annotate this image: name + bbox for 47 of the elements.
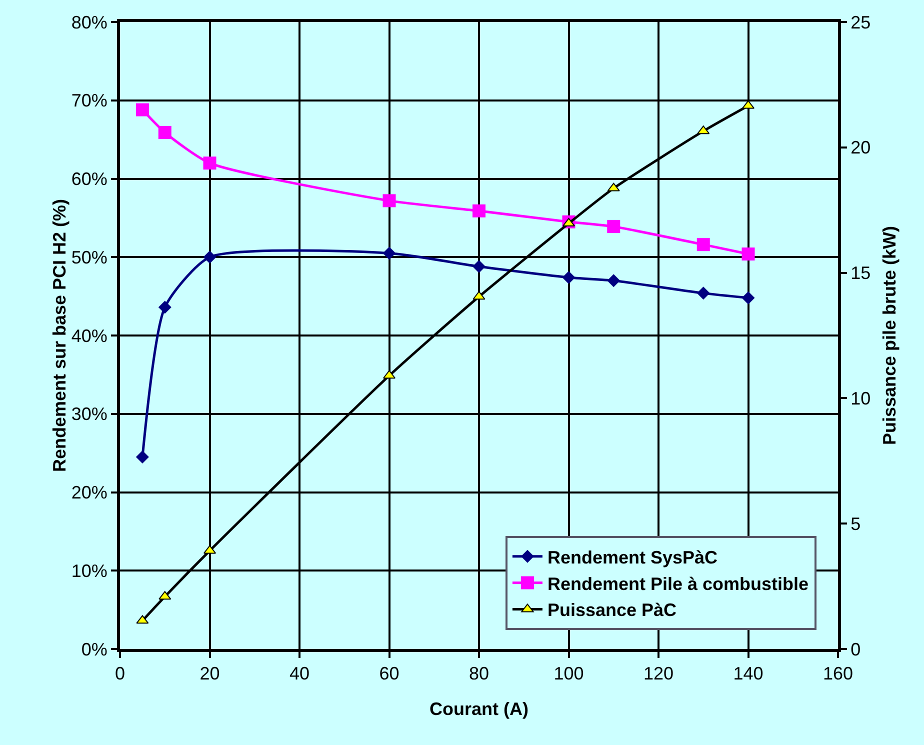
x-tick-label: 20 xyxy=(200,664,220,684)
y-tick-label: 0% xyxy=(81,639,108,660)
point xyxy=(203,250,216,264)
point xyxy=(136,103,149,116)
x-tick-label: 160 xyxy=(822,664,854,684)
legend-label: Rendement Pile à combustible xyxy=(547,574,809,594)
point xyxy=(742,247,755,260)
y2-tick-label: 5 xyxy=(850,514,861,534)
legend-label: Puissance PàC xyxy=(547,600,677,620)
y-tick-label: 80% xyxy=(71,12,108,32)
point xyxy=(607,220,620,234)
point xyxy=(158,126,172,140)
y-tick-label: 10% xyxy=(71,560,108,581)
x-tick-label: 0 xyxy=(114,664,126,684)
point xyxy=(382,194,396,208)
y-axis-title: Rendement sur base PCI H2 (%) xyxy=(49,198,70,472)
y2-tick-label: 25 xyxy=(850,12,871,32)
y2-tick-label: 20 xyxy=(850,138,871,158)
point xyxy=(696,238,710,252)
x-tick-label: 100 xyxy=(554,664,584,684)
x-tick-label: 40 xyxy=(289,664,310,684)
legend-label: Rendement SysPàC xyxy=(547,547,718,568)
point xyxy=(742,291,755,304)
x-tick-label: 140 xyxy=(733,664,764,684)
y2-axis-title: Puissance pile brute (kW) xyxy=(880,226,900,446)
point xyxy=(136,450,149,464)
point xyxy=(203,156,216,170)
y-tick-label: 20% xyxy=(71,482,108,503)
x-tick-label: 120 xyxy=(643,664,674,684)
y2-tick-label: 15 xyxy=(850,263,871,284)
point xyxy=(562,271,576,284)
x-tick-label: 60 xyxy=(379,664,400,684)
y2-tick-label: 0 xyxy=(850,639,861,660)
point xyxy=(696,286,710,300)
y-tick-label: 30% xyxy=(71,404,108,424)
y-tick-label: 70% xyxy=(71,90,108,111)
x-axis-title: Courant (A) xyxy=(430,699,528,719)
y-tick-label: 40% xyxy=(71,326,108,346)
y-tick-label: 60% xyxy=(71,169,108,190)
point xyxy=(472,204,486,218)
y2-tick-label: 10 xyxy=(850,388,871,408)
point xyxy=(472,260,486,274)
point xyxy=(158,300,172,314)
point xyxy=(607,274,620,288)
y-tick-label: 50% xyxy=(71,247,108,268)
x-tick-label: 80 xyxy=(468,664,490,684)
point xyxy=(382,246,396,260)
